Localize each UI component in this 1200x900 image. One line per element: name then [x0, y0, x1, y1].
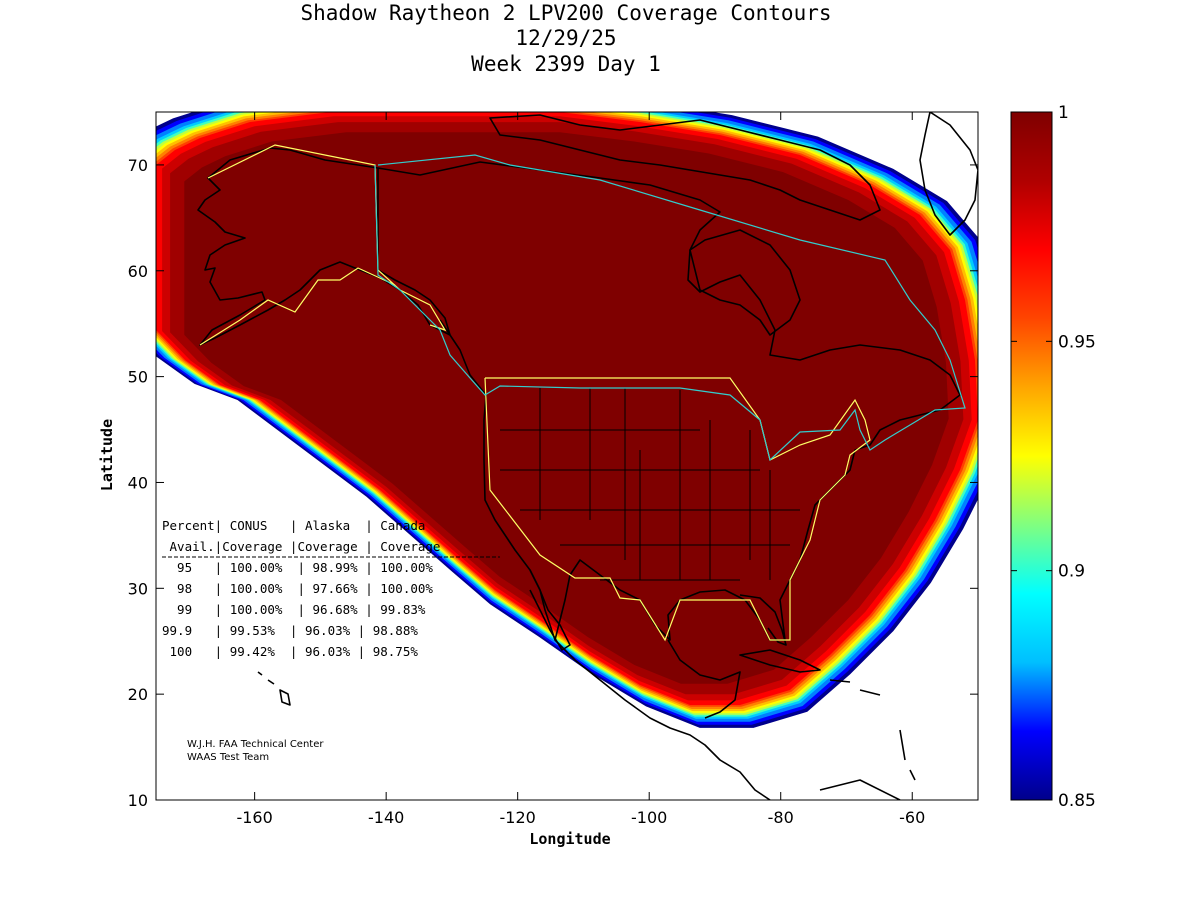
table-row: 95 | 100.00% | 98.99% | 100.00%: [162, 560, 433, 575]
state-lines: [500, 388, 800, 581]
figure-title: Shadow Raytheon 2 LPV200 Coverage Contou…: [300, 1, 831, 25]
cuba-coast: [739, 649, 821, 673]
greenland-coast: [919, 112, 978, 236]
y-tick-label: 10: [128, 791, 148, 810]
y-tick-label: 60: [128, 262, 148, 281]
map-plot: Percent| CONUS | Alaska | Canada Avail.|…: [156, 112, 978, 800]
x-axis: -160 -140 -120 -100 -80 -60: [236, 112, 925, 827]
availability-table: Percent| CONUS | Alaska | Canada Avail.|…: [162, 518, 500, 659]
y-axis: 10 20 30 40 50 60 70: [128, 156, 978, 810]
x-tick-label: -120: [500, 808, 536, 827]
florida-coast: [739, 594, 787, 646]
y-tick-label: 40: [128, 473, 148, 492]
credit-line-1: W.J.H. FAA Technical Center: [187, 739, 324, 750]
us-boundary: [199, 144, 871, 642]
table-row: 98 | 100.00% | 97.66% | 100.00%: [162, 581, 433, 596]
us-state-grid: [500, 388, 800, 581]
table-row: 99.9 | 99.53% | 96.03% | 98.88%: [162, 623, 418, 638]
x-tick-label: -140: [368, 808, 404, 827]
credit-line-2: WAAS Test Team: [187, 752, 269, 763]
x-tick-label: -80: [768, 808, 794, 827]
y-tick-label: 50: [128, 368, 148, 387]
x-tick-label: -160: [236, 808, 272, 827]
x-tick-label: -60: [899, 808, 925, 827]
colorbar-tick-label: 0.95: [1058, 332, 1096, 352]
canada-boundary: [374, 154, 966, 462]
colorbar-tick-label: 0.9: [1058, 562, 1085, 582]
table-header-1: Percent| CONUS | Alaska | Canada: [162, 518, 425, 533]
colorbar-tick-label: 1: [1058, 103, 1069, 123]
coverage-contours: [156, 112, 978, 728]
mexico-coast: [554, 639, 771, 800]
colorbar: [1010, 111, 1053, 801]
x-tick-label: -100: [631, 808, 667, 827]
table-row: 100 | 99.42% | 96.03% | 98.75%: [162, 644, 418, 659]
arctic-islands: [489, 114, 881, 221]
y-axis-label: Latitude: [98, 419, 116, 491]
alaska-coast: [197, 147, 451, 346]
table-header-2: Avail.|Coverage |Coverage | Coverage: [162, 539, 440, 554]
y-tick-label: 30: [128, 579, 148, 598]
yucatan-coast: [667, 639, 741, 719]
service-boundaries: [199, 144, 966, 642]
x-axis-label: Longitude: [529, 830, 610, 848]
hudson-bay-coast: [689, 229, 801, 336]
colorbar-tick-label: 0.85: [1058, 791, 1096, 811]
table-row: 99 | 100.00% | 96.68% | 99.83%: [162, 602, 426, 617]
figure-date: 12/29/25: [515, 26, 616, 50]
y-tick-label: 70: [128, 156, 148, 175]
figure-week: Week 2399 Day 1: [471, 52, 661, 76]
baja-coast: [529, 569, 571, 651]
colorbar-ticks: 1 0.95 0.9 0.85: [1011, 103, 1096, 811]
hawaii-islands: [257, 671, 291, 706]
caribbean-islands: [819, 679, 916, 800]
plot-frame: [155, 111, 979, 801]
coverage-band: [184, 132, 949, 684]
north-america-coast: [377, 161, 961, 641]
y-tick-label: 20: [128, 685, 148, 704]
coastlines: [197, 112, 978, 800]
